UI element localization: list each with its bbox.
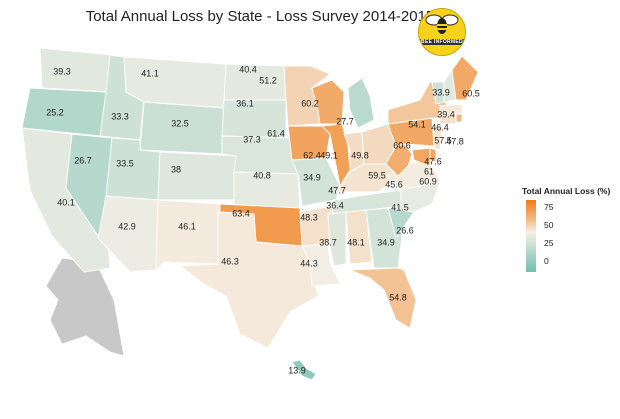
- legend-tick-50: 50: [544, 220, 554, 230]
- state-shape-la: [301, 243, 341, 287]
- state-value-tn: 36.4: [326, 200, 344, 210]
- state-shape-co: [157, 151, 237, 201]
- state-value-nd: 40.4: [239, 64, 257, 74]
- state-value-hi: 13.9: [288, 365, 306, 375]
- state-shape-or: [21, 87, 107, 137]
- state-value-mo: 34.9: [303, 172, 321, 182]
- state-shape-mi: [347, 77, 375, 129]
- state-value-ny: 54.1: [408, 119, 426, 129]
- state-value-ar: 48.3: [300, 212, 318, 222]
- state-shape-az: [97, 195, 159, 273]
- state-value-co: 38: [171, 164, 181, 174]
- state-value-nm: 46.1: [178, 221, 196, 231]
- state-value-ky: 47.7: [328, 185, 346, 195]
- state-value-mt: 41.1: [141, 68, 159, 78]
- legend-color-bar: [526, 200, 536, 272]
- state-value-sc: 26.6: [396, 225, 414, 235]
- state-shape-md: [411, 147, 431, 167]
- state-shape-me: [451, 55, 479, 101]
- state-value-ri: 57.5: [434, 135, 452, 145]
- state-value-de: 61: [424, 166, 434, 176]
- bee-informed-logo: BEE INFORMED: [418, 8, 466, 56]
- state-value-me: 60.5: [462, 88, 480, 98]
- state-value-tx: 46.3: [221, 256, 239, 266]
- state-value-ks: 40.8: [253, 170, 271, 180]
- state-value-va: 45.6: [385, 179, 403, 189]
- state-value-sd: 36.1: [236, 98, 254, 108]
- state-value-la: 44.3: [300, 258, 318, 268]
- state-value-wi: 60.2: [301, 98, 319, 108]
- state-shape-nj: [433, 125, 443, 151]
- state-value-ok: 63.4: [232, 208, 250, 218]
- state-value-mn: 51.2: [259, 75, 277, 85]
- state-value-ne: 37.3: [243, 134, 261, 144]
- state-value-ga: 34.9: [377, 237, 395, 247]
- state-shape-ct: [439, 113, 457, 125]
- state-value-al: 48.1: [347, 237, 365, 247]
- state-shape-tx: [178, 211, 319, 349]
- state-value-in: 49.1: [320, 150, 338, 160]
- state-value-or: 25.2: [46, 107, 64, 117]
- state-shape-fl: [349, 267, 417, 329]
- legend-title: Total Annual Loss (%): [522, 186, 611, 196]
- legend: Total Annual Loss (%) 75 50 25 0: [522, 186, 618, 272]
- legend-tick-0: 0: [544, 256, 549, 266]
- state-value-ct: 47.8: [446, 136, 464, 146]
- state-value-nj: 47.6: [424, 156, 442, 166]
- legend-tick-25: 25: [544, 238, 554, 248]
- state-value-ca: 40.1: [57, 197, 75, 207]
- state-value-ut: 33.5: [116, 158, 134, 168]
- map-title: Total Annual Loss by State - Loss Survey…: [85, 8, 435, 25]
- state-value-fl: 54.8: [389, 292, 407, 302]
- state-value-nc: 41.5: [391, 202, 409, 212]
- state-value-id: 33.3: [111, 111, 129, 121]
- state-value-ia: 61.4: [267, 128, 285, 138]
- state-value-mi: 27.7: [336, 116, 354, 126]
- state-value-md: 60.9: [419, 176, 437, 186]
- legend-tick-75: 75: [544, 202, 554, 212]
- state-value-labels: 39.3 25.2 40.1 33.3 26.7 41.1 32.5 33.5 42.9 38 46…: [46, 64, 480, 375]
- state-shape-wa: [39, 47, 113, 93]
- state-value-ms: 38.7: [319, 237, 337, 247]
- state-value-pa: 60.6: [393, 140, 411, 150]
- state-shape-ia: [287, 125, 331, 161]
- state-shape-ri: [455, 113, 463, 123]
- state-shape-nm: [155, 199, 221, 272]
- state-value-nh: 39.4: [437, 109, 455, 119]
- state-shapes: [21, 47, 479, 381]
- state-shape-ms: [327, 211, 347, 267]
- state-shape-hi: [291, 359, 317, 381]
- state-value-vt: 33.9: [432, 87, 450, 97]
- state-shape-ak: [45, 257, 125, 357]
- bee-icon: [425, 14, 459, 34]
- logo-text: BEE INFORMED: [419, 39, 465, 45]
- state-value-ma: 46.4: [431, 122, 449, 132]
- state-value-wv: 59.5: [368, 170, 386, 180]
- state-value-az: 42.9: [118, 221, 136, 231]
- state-value-oh: 49.8: [351, 150, 369, 160]
- state-value-nv: 26.7: [74, 155, 92, 165]
- state-value-wy: 32.5: [171, 118, 189, 128]
- state-shape-al: [345, 209, 373, 265]
- state-value-il: 62.4: [303, 150, 321, 160]
- state-value-wa: 39.3: [53, 66, 71, 76]
